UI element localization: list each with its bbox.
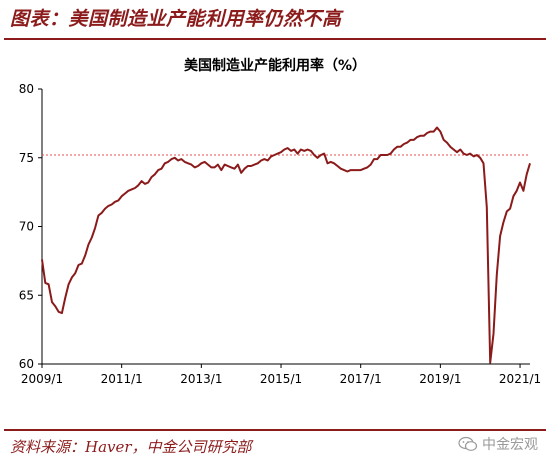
y-tick-label: 75	[19, 151, 34, 165]
chart-title: 美国制造业产能利用率（%）	[184, 57, 366, 74]
wechat-icon	[458, 436, 478, 451]
x-tick-label: 2011/1	[101, 372, 143, 385]
watermark: 中金宏观	[458, 434, 538, 454]
figure-title: 图表：美国制造业产能利用率仍然不高	[10, 8, 342, 30]
y-tick-label: 65	[19, 288, 34, 302]
x-tick-label: 2009/1	[21, 372, 63, 385]
x-tick-label: 2013/1	[180, 372, 222, 385]
series-group	[41, 126, 531, 364]
watermark-label: 中金宏观	[482, 437, 538, 453]
x-tick-label: 2017/1	[340, 372, 382, 385]
x-tick-label: 2015/1	[260, 372, 302, 385]
line-chart: 美国制造业产能利用率（%） 60 65 70 75 80 2009/1 2011/1 2013…	[19, 57, 541, 385]
y-tick-label: 80	[19, 82, 34, 96]
footer-divider	[4, 429, 546, 431]
x-tick-label: 2021/1	[499, 372, 541, 385]
y-tick-label: 60	[19, 357, 34, 371]
chart-axes: 60 65 70 75 80 2009/1 2011/1 2013/1 2015/1 2017/1…	[19, 82, 541, 385]
header-divider	[4, 38, 546, 40]
source-note: 资料来源：Haver，中金公司研究部	[10, 438, 252, 456]
capacity-utilization-line	[41, 126, 531, 364]
y-tick-label: 70	[19, 220, 34, 234]
x-tick-label: 2019/1	[419, 372, 461, 385]
